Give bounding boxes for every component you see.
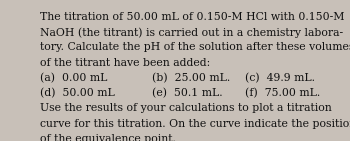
Text: (d)  50.00 mL: (d) 50.00 mL <box>40 88 115 98</box>
Text: (c)  49.9 mL.: (c) 49.9 mL. <box>245 73 315 83</box>
Text: of the titrant have been added:: of the titrant have been added: <box>40 58 210 68</box>
Text: of the equivalence point.: of the equivalence point. <box>40 134 176 141</box>
Text: NaOH (the titrant) is carried out in a chemistry labora-: NaOH (the titrant) is carried out in a c… <box>40 27 343 38</box>
Text: (f)  75.00 mL.: (f) 75.00 mL. <box>245 88 320 98</box>
Text: (a)  0.00 mL: (a) 0.00 mL <box>40 73 108 83</box>
Text: tory. Calculate the pH of the solution after these volumes: tory. Calculate the pH of the solution a… <box>40 42 350 52</box>
Text: (e)  50.1 mL.: (e) 50.1 mL. <box>152 88 223 98</box>
Text: curve for this titration. On the curve indicate the position: curve for this titration. On the curve i… <box>40 119 350 129</box>
Text: (b)  25.00 mL.: (b) 25.00 mL. <box>152 73 231 83</box>
Text: The titration of 50.00 mL of 0.150-M HCl with 0.150-M: The titration of 50.00 mL of 0.150-M HCl… <box>40 12 345 22</box>
Text: Use the results of your calculations to plot a titration: Use the results of your calculations to … <box>40 103 332 113</box>
